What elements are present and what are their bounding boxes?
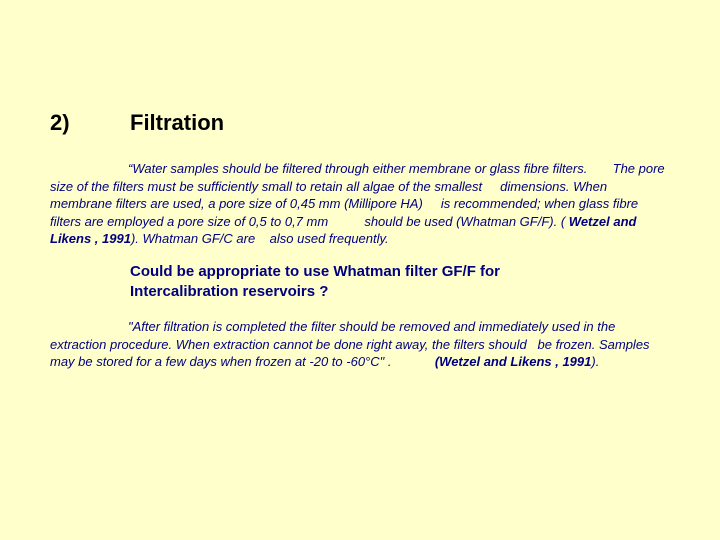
slide-body: 2) Filtration “Water samples should be f… <box>0 0 720 371</box>
p1-t6: ). Whatman GF/C are <box>131 231 255 246</box>
q-line1c: for <box>476 263 500 280</box>
paragraph-1: “Water samples should be filtered throug… <box>50 160 670 248</box>
p1-t7: also used frequently. <box>270 231 389 246</box>
p1-t1: Water samples should be filtered through… <box>132 161 587 176</box>
heading-row: 2) Filtration <box>50 110 670 136</box>
p2-t1: "After filtration is completed the filte… <box>50 319 615 352</box>
p1-t5: should be used (Whatman GF/F). ( <box>364 214 565 229</box>
paragraph-2: "After filtration is completed the filte… <box>50 318 670 371</box>
q-line2: Intercalibration reservoirs ? <box>130 283 328 300</box>
p2-t3: ). <box>591 354 599 369</box>
p2-ref: (Wetzel and Likens , 1991 <box>435 354 592 369</box>
question-block: Could be appropriate to use Whatman filt… <box>130 262 670 303</box>
q-line1a: Could be appropriate to use <box>130 263 333 280</box>
section-number: 2) <box>50 110 130 136</box>
section-title: Filtration <box>130 110 224 136</box>
q-line1b: Whatman filter GF/F <box>333 263 476 280</box>
